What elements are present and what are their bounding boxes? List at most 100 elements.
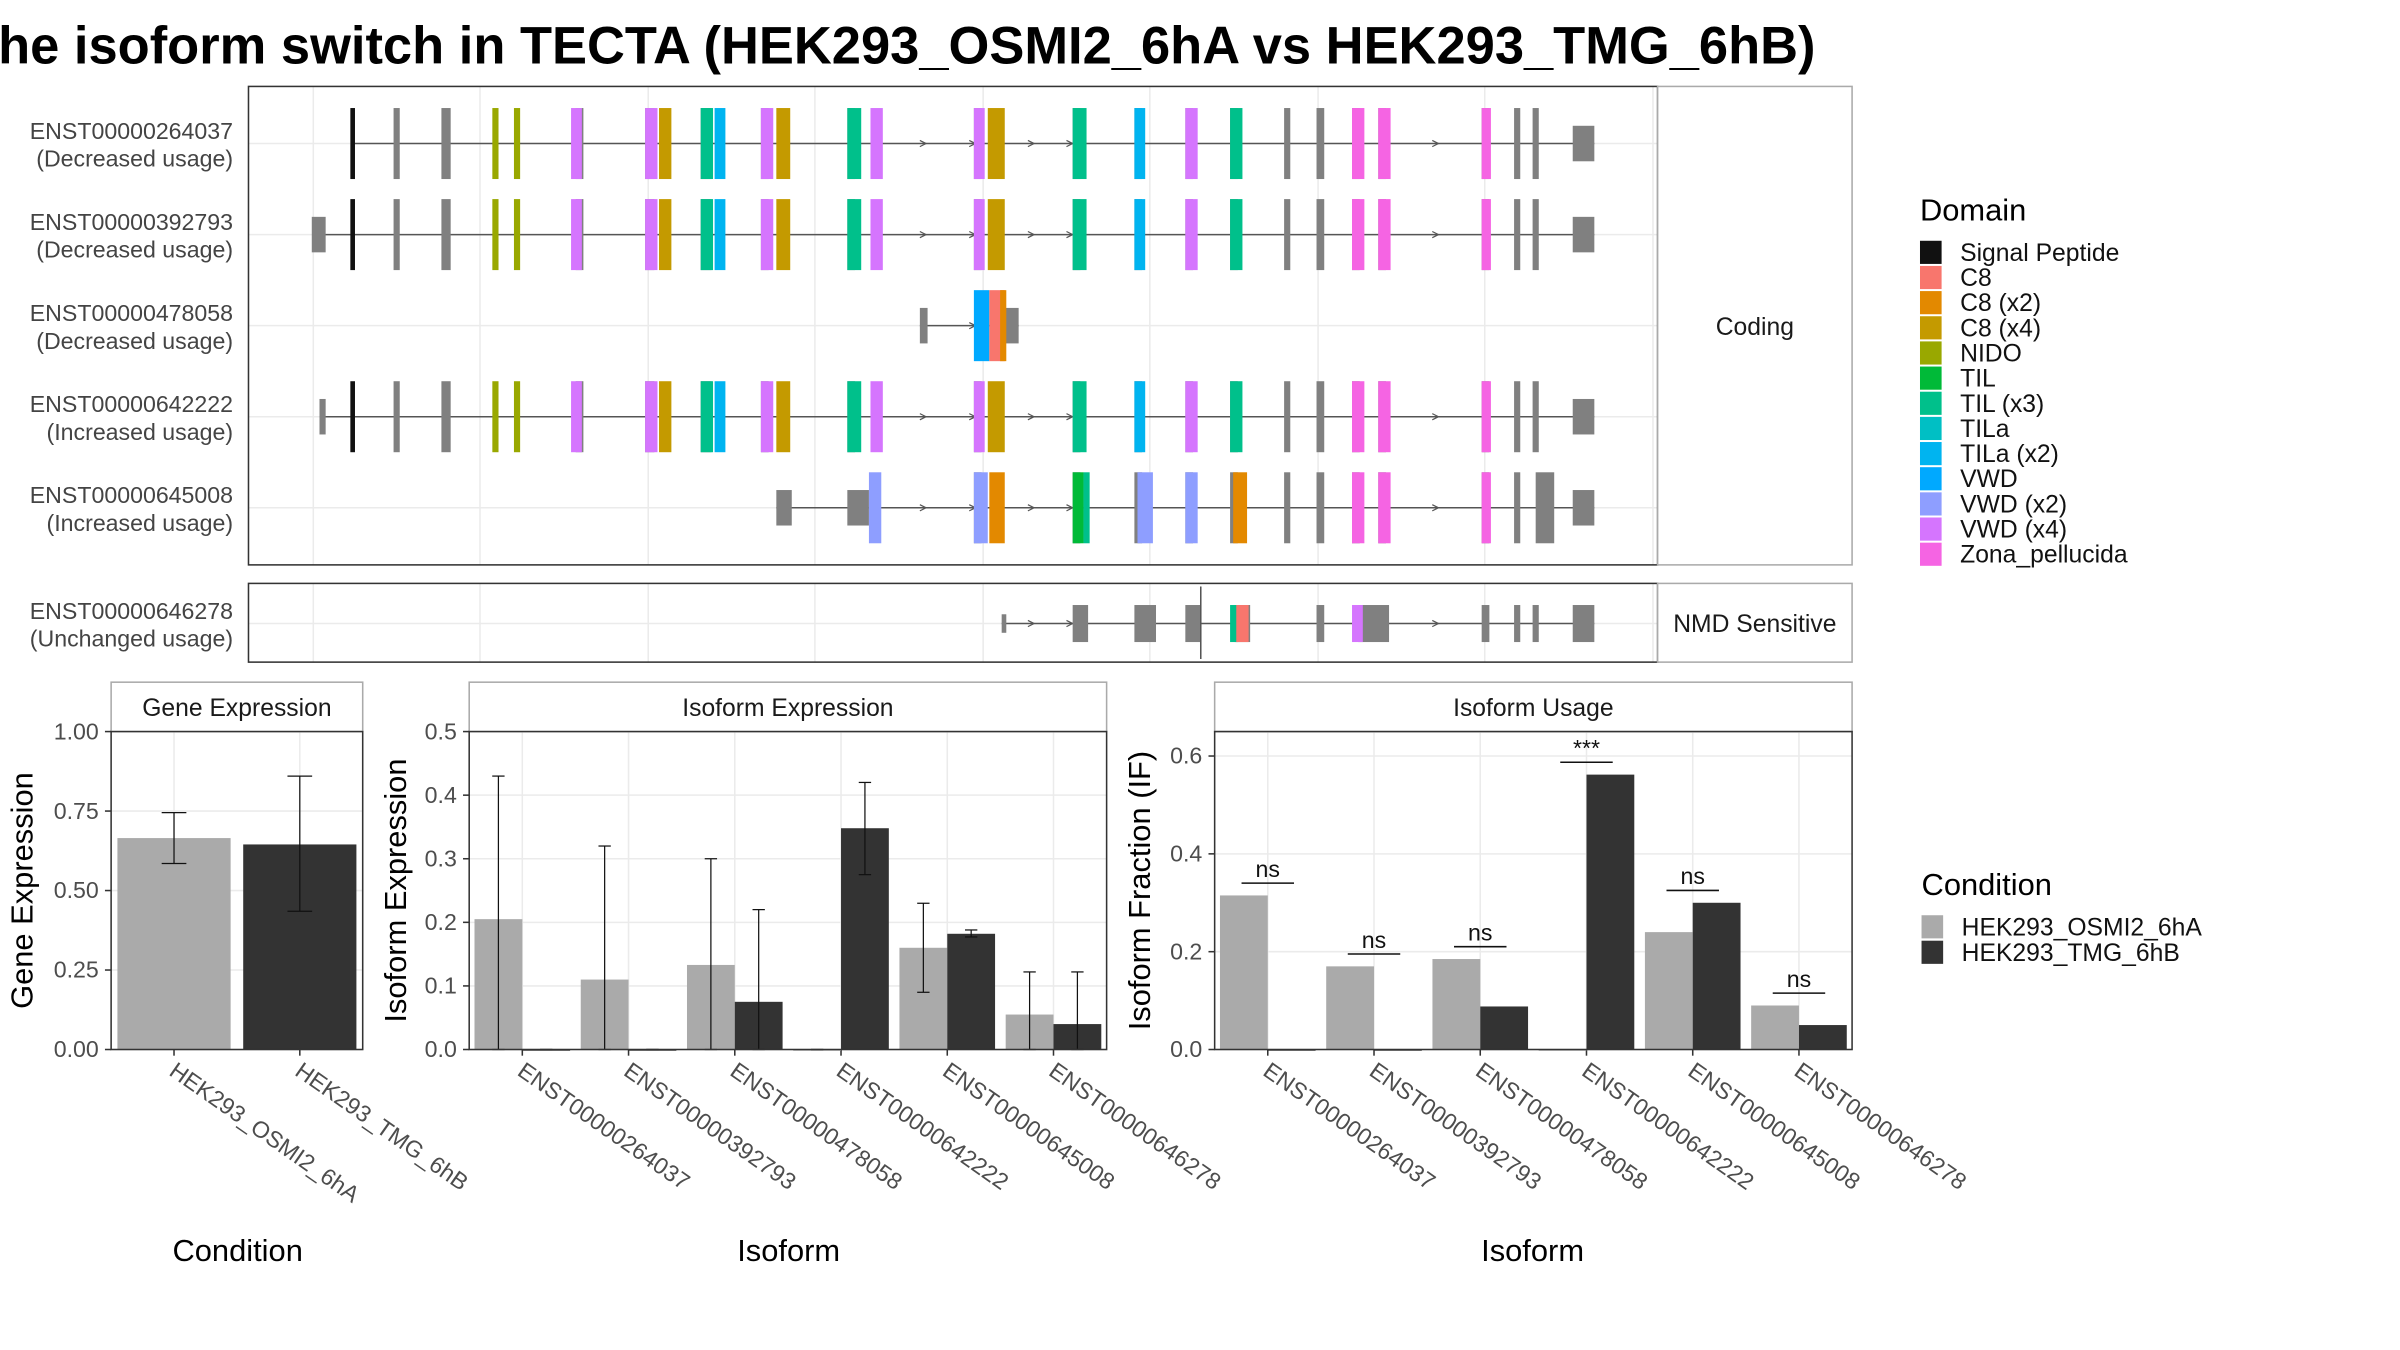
domain-legend-label: TILa (x2)	[1960, 441, 2059, 468]
data-bar	[1586, 774, 1635, 1050]
domain-block	[1230, 108, 1243, 180]
chart-title: Isoform Expression	[682, 695, 893, 722]
x-tick-label: ENST00000646278	[1044, 1057, 1225, 1195]
utr-exon	[919, 307, 928, 344]
x-axis-title: Isoform	[737, 1233, 840, 1268]
domain-block	[776, 108, 791, 180]
x-tick-label: ENST00000646278	[1790, 1057, 1971, 1195]
x-axis-title: Condition	[172, 1233, 302, 1268]
exon	[1358, 605, 1390, 643]
exon	[441, 381, 451, 453]
domain-legend-swatch	[1919, 492, 1942, 516]
exon	[441, 199, 451, 271]
domain-block	[1481, 472, 1491, 544]
exon	[393, 108, 400, 180]
domain-block	[847, 381, 862, 453]
domain-legend-swatch	[1919, 265, 1942, 290]
domain-block	[870, 108, 883, 180]
x-tick-label: ENST00000478058	[1471, 1057, 1652, 1195]
exon	[1284, 199, 1291, 271]
x-tick-label: ENST00000642222	[832, 1057, 1013, 1195]
direction-arrow	[1027, 139, 1036, 148]
domain-block	[645, 381, 658, 453]
domain-block	[973, 108, 985, 180]
y-tick-label: 0.2	[425, 909, 457, 935]
transcript-usage-label: (Decreased usage)	[36, 146, 233, 172]
domain-block	[350, 381, 355, 453]
domain-legend-swatch	[1919, 542, 1942, 566]
y-tick-label: 0.50	[54, 877, 99, 903]
domain-block	[1230, 381, 1243, 453]
exon	[1284, 108, 1291, 180]
significance-label: ns	[1256, 856, 1280, 882]
transcript-id-label: ENST00000264037	[30, 118, 233, 144]
transcript-id-label: ENST00000392793	[30, 209, 233, 235]
domain-block	[776, 199, 791, 271]
y-tick-label: 0.3	[425, 845, 457, 871]
data-bar	[1798, 1025, 1847, 1050]
y-tick-label: 0.4	[1170, 841, 1202, 867]
direction-arrow	[1431, 619, 1440, 628]
x-tick-label: ENST00000645008	[1684, 1057, 1865, 1195]
exon	[1185, 605, 1201, 643]
domain-block	[1000, 290, 1007, 362]
direction-arrow	[1027, 504, 1036, 512]
domain-block	[973, 381, 985, 453]
direction-arrow	[1431, 504, 1440, 512]
domain-legend-label: NIDO	[1960, 340, 2022, 367]
y-tick-label: 0.5	[425, 718, 457, 744]
chart-border	[1213, 730, 1853, 1051]
data-bar	[1432, 959, 1481, 1050]
y-tick-label: 0.1	[425, 973, 457, 999]
y-tick-label: 0.6	[1170, 743, 1202, 769]
domain-block	[1134, 199, 1146, 271]
domain-block	[847, 199, 862, 271]
transcript-usage-label: (Increased usage)	[47, 510, 234, 536]
domain-block	[1185, 472, 1198, 544]
domain-block	[350, 199, 355, 271]
domain-block	[645, 199, 658, 271]
domain-block	[1185, 108, 1198, 180]
transcript-usage-label: (Decreased usage)	[36, 237, 233, 263]
domain-block	[987, 108, 1005, 180]
y-axis-title: Gene Expression	[4, 772, 39, 1009]
domain-block	[1233, 472, 1248, 544]
condition-legend-label: HEK293_OSMI2_6hA	[1962, 914, 2203, 941]
chart-title: Gene Expression	[142, 695, 331, 722]
exon	[1514, 381, 1521, 453]
y-tick-label: 0.75	[54, 798, 99, 824]
domain-legend-swatch	[1919, 517, 1942, 541]
domain-block	[645, 108, 658, 180]
condition-legend-swatch	[1921, 940, 1944, 964]
exon	[1514, 199, 1521, 271]
domain-block	[1072, 199, 1087, 271]
domain-block	[492, 108, 499, 180]
domain-block	[1134, 381, 1146, 453]
data-bar	[1326, 966, 1375, 1050]
main-title: The isoform switch in TECTA (HEK293_OSMI…	[0, 17, 1816, 75]
domain-block	[847, 108, 862, 180]
domain-block	[571, 108, 582, 180]
exon	[1481, 605, 1490, 643]
utr-exon	[1004, 307, 1019, 344]
domain-block	[1185, 381, 1198, 453]
domain-block	[870, 199, 883, 271]
panel-strip-label: Coding	[1716, 314, 1794, 341]
utr-exon	[311, 216, 326, 253]
domain-block	[1481, 199, 1491, 271]
domain-block	[989, 472, 1005, 544]
panel-background	[248, 583, 1658, 663]
chart-title: Isoform Usage	[1453, 695, 1614, 722]
domain-block	[973, 290, 990, 362]
domain-block	[1230, 199, 1243, 271]
chart-strip	[110, 681, 364, 733]
domain-block	[700, 199, 714, 271]
domain-legend-label: Signal Peptide	[1960, 240, 2119, 267]
domain-block	[1230, 605, 1238, 643]
domain-legend-label: C8 (x2)	[1960, 290, 2041, 317]
condition-legend-title: Condition	[1922, 867, 2052, 902]
direction-arrow	[1027, 413, 1036, 421]
domain-legend-swatch	[1919, 291, 1942, 315]
x-tick-label: ENST00000392793	[620, 1057, 801, 1195]
